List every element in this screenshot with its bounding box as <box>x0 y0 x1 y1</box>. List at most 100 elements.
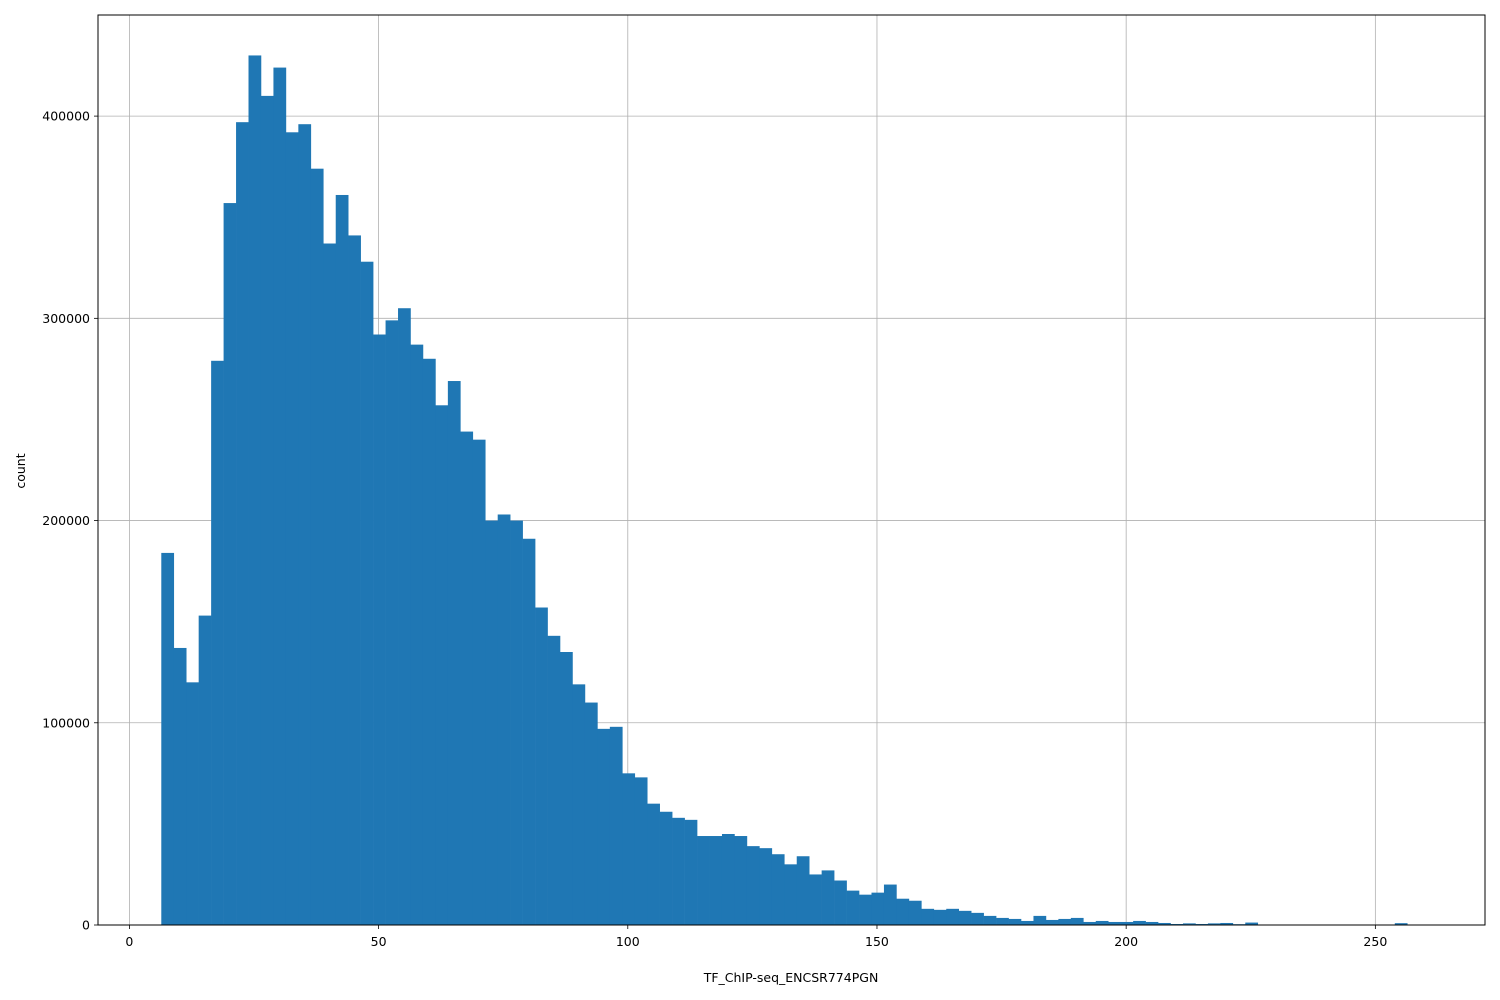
histogram-bar <box>697 836 710 925</box>
histogram-bar <box>784 864 798 925</box>
histogram-bar <box>597 728 611 925</box>
histogram-bar <box>672 817 685 925</box>
histogram-bar <box>510 520 523 925</box>
histogram-bar <box>859 894 872 925</box>
histogram-bar <box>933 909 947 925</box>
histogram-bar <box>622 773 636 925</box>
histogram-bar <box>821 870 835 925</box>
histogram-bar <box>1095 920 1109 925</box>
histogram-bar <box>609 726 623 925</box>
histogram-bar <box>273 67 287 926</box>
histogram-bar <box>373 334 386 925</box>
histogram-bar <box>460 431 474 925</box>
histogram-bar <box>1070 917 1084 925</box>
histogram-bar <box>348 235 361 925</box>
axes-frame <box>97 14 1486 926</box>
histogram-bar <box>248 55 262 925</box>
histogram-bar <box>584 702 598 925</box>
y-axis-label: count <box>13 453 28 488</box>
histogram-bar <box>1045 919 1059 925</box>
histogram-bar <box>996 917 1009 925</box>
histogram-bar <box>971 912 984 925</box>
histogram-bar <box>535 607 548 925</box>
histogram-bar <box>472 439 486 925</box>
x-tick-label: 50 <box>371 934 387 949</box>
histogram-bar <box>921 908 935 925</box>
histogram-bar <box>1220 922 1234 925</box>
histogram-bar <box>398 308 411 925</box>
x-tick-label: 100 <box>616 934 640 949</box>
y-tick-label: 400000 <box>42 109 90 124</box>
histogram-bar <box>1033 915 1047 925</box>
x-tick-label: 0 <box>125 934 133 949</box>
histogram-bar <box>285 132 299 926</box>
histogram-bar <box>759 848 773 925</box>
histogram-bar <box>1145 921 1159 925</box>
histogram-bars <box>161 55 1470 926</box>
histogram-bar <box>1245 922 1259 925</box>
histogram-bar <box>883 884 897 925</box>
x-tick-label: 200 <box>1114 934 1138 949</box>
histogram-bar <box>1133 920 1146 925</box>
x-axis-label: TF_ChIP-seq_ENCSR774PGN <box>703 970 879 985</box>
histogram-bar <box>560 652 573 925</box>
histogram-bar <box>634 777 648 925</box>
histogram-bar <box>422 358 436 925</box>
histogram-bar <box>771 854 785 925</box>
histogram-bar <box>485 520 499 925</box>
x-tick-label: 150 <box>865 934 889 949</box>
histogram-bar <box>1083 921 1097 925</box>
histogram-bar <box>659 811 673 925</box>
histogram-bar <box>709 836 723 925</box>
histogram-bar <box>746 846 760 925</box>
histogram-bar <box>547 635 561 925</box>
histogram-bar <box>223 203 237 926</box>
x-tick-label: 250 <box>1363 934 1387 949</box>
histogram-bar <box>983 915 997 925</box>
histogram-bar <box>1008 918 1022 925</box>
histogram-bar <box>1058 918 1072 925</box>
histogram-bar <box>335 194 349 925</box>
histogram-bar <box>211 360 224 925</box>
x-axis-ticks: 0 50 100 150 200 250 <box>125 925 1387 949</box>
histogram-bar <box>360 261 374 925</box>
histogram-bar <box>236 122 249 925</box>
histogram-bar <box>522 538 536 925</box>
histogram-bar <box>1158 922 1171 925</box>
histogram-bar <box>323 243 337 925</box>
histogram-bar <box>834 880 847 925</box>
histogram-bar <box>647 803 660 925</box>
histogram-bar <box>198 615 212 925</box>
histogram-bar <box>684 819 698 925</box>
histogram-bar <box>497 514 511 925</box>
y-tick-label: 100000 <box>42 715 90 730</box>
histogram-bar <box>298 124 312 925</box>
histogram-bar <box>186 682 199 925</box>
histogram-bar <box>846 890 860 925</box>
histogram-bar <box>173 647 187 925</box>
histogram-bar <box>447 381 461 925</box>
histogram-bar <box>1207 923 1221 925</box>
histogram-bar <box>385 320 399 925</box>
histogram-bar <box>796 856 810 925</box>
histogram-bar <box>310 168 324 925</box>
histogram-bar <box>1170 923 1184 925</box>
histogram-bar <box>161 552 175 925</box>
histogram-bar <box>410 344 424 926</box>
histogram-bar <box>946 908 960 925</box>
y-tick-label: 0 <box>82 918 90 933</box>
histogram-bar <box>809 874 822 925</box>
y-tick-label: 300000 <box>42 311 90 326</box>
histogram-bar <box>721 834 735 925</box>
histogram-bar <box>1120 921 1134 925</box>
histogram-bar <box>734 836 748 925</box>
histogram-bar <box>908 900 922 925</box>
histogram-bar <box>871 892 885 925</box>
histogram-bar <box>260 95 274 925</box>
histogram-bar <box>435 405 449 925</box>
histogram-bar <box>1021 920 1034 925</box>
histogram-bar <box>1108 921 1121 925</box>
histogram-bar <box>572 684 586 925</box>
histogram-bar <box>1195 923 1209 925</box>
